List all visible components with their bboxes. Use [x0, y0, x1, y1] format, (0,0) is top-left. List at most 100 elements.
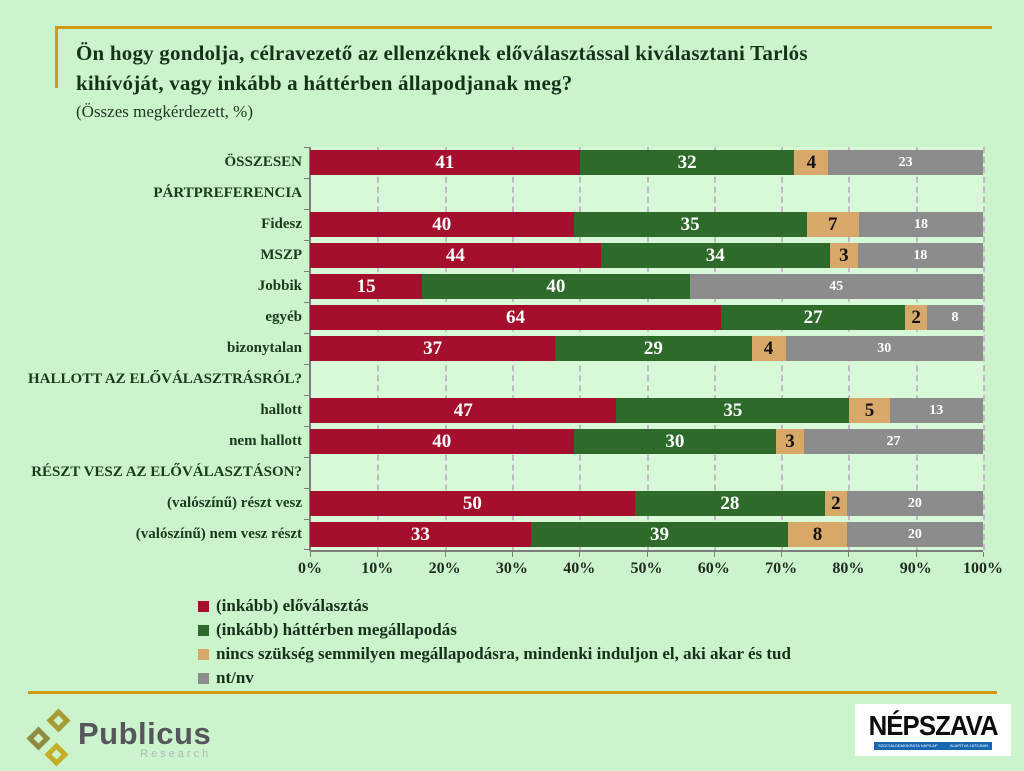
bar-segment: 7 [806, 212, 859, 237]
bar-segment: 8 [927, 305, 983, 330]
segment-value: 33 [410, 523, 430, 545]
bar-segment: 23 [828, 150, 983, 175]
bar-segment: 3 [776, 429, 804, 454]
segment-value: 7 [828, 213, 838, 235]
chart-bar-row: MSZP 44 34 3 18 [0, 240, 1024, 271]
segment-value: 3 [785, 430, 795, 452]
chart-bar-row: (valószínű) részt vesz 50 28 2 20 [0, 488, 1024, 519]
x-axis-tick-label: 80% [832, 560, 865, 577]
category-label: ÖSSZESEN [224, 154, 302, 170]
segment-value: 35 [680, 213, 700, 235]
publicus-name: Publicus [78, 716, 212, 751]
bar-segment: 2 [905, 305, 928, 330]
bar-segment: 34 [600, 243, 830, 268]
stacked-bar: 33 39 8 20 [310, 522, 983, 547]
segment-value: 5 [864, 399, 875, 421]
bar-segment: 13 [889, 398, 984, 423]
bar-segment: 30 [573, 429, 777, 454]
bar-segment: 37 [310, 336, 556, 361]
stacked-bar: 64 27 2 8 [310, 305, 983, 330]
segment-value: 8 [951, 309, 959, 325]
segment-value: 28 [720, 492, 740, 514]
publicus-subtitle: Research [140, 748, 212, 760]
x-axis-tick-label: 50% [630, 560, 663, 577]
x-axis-tick-label: 0% [298, 560, 322, 577]
bar-segment: 40 [422, 274, 690, 299]
section-header-label: HALLOTT AZ ELŐVÁLASZTRÁSRÓL? [28, 371, 302, 387]
chart-subtitle: (Összes megkérdezett, %) [76, 102, 254, 121]
x-axis-tick-label: 40% [563, 560, 596, 577]
segment-value: 30 [665, 430, 685, 452]
bar-segment: 50 [310, 491, 635, 516]
y-axis-tick [304, 395, 309, 396]
segment-value: 44 [445, 244, 465, 266]
bar-segment: 30 [785, 336, 983, 361]
y-axis-tick [304, 488, 309, 489]
x-axis-tick [848, 552, 850, 557]
x-axis-tick [511, 552, 513, 557]
segment-value: 45 [829, 278, 844, 294]
bar-segment: 8 [788, 522, 847, 547]
bar-segment: 39 [530, 522, 789, 547]
chart-bar-row: hallott 47 35 5 13 [0, 395, 1024, 426]
x-axis-tick [713, 552, 715, 557]
legend-item: (inkább) háttérben megállapodás [198, 618, 978, 642]
nepszava-wordmark: NÉPSZAVA [868, 709, 998, 741]
chart-section-header-row: RÉSZT VESZ AZ ELŐVÁLASZTÁSON? [0, 457, 1024, 488]
segment-value: 35 [723, 399, 743, 421]
segment-value: 64 [505, 306, 525, 328]
category-label: egyéb [265, 309, 302, 325]
bar-segment: 27 [803, 429, 983, 454]
segment-value: 2 [831, 492, 841, 514]
bar-segment: 18 [858, 212, 983, 237]
bar-segment: 2 [824, 491, 847, 516]
publicus-wordmark: Publicus Research [78, 716, 211, 760]
x-axis-tick [781, 552, 783, 557]
bar-segment: 35 [616, 398, 850, 423]
y-axis-tick [304, 333, 309, 334]
nepszava-logo: NÉPSZAVA SZOCIÁLDEMOKRATA NAPILAP ALAPÍT… [855, 704, 1011, 756]
bar-segment: 47 [310, 398, 617, 423]
segment-value: 39 [650, 523, 670, 545]
category-label: Jobbik [257, 278, 302, 294]
chart-section-header-row: PÁRTPREFERENCIA [0, 178, 1024, 209]
bar-segment: 4 [794, 150, 829, 175]
bar-segment: 35 [573, 212, 807, 237]
gridline-100 [983, 147, 985, 550]
segment-value: 18 [913, 247, 928, 263]
bar-segment: 29 [555, 336, 752, 361]
category-label: hallott [260, 402, 302, 418]
chart-bar-row: egyéb 64 27 2 8 [0, 302, 1024, 333]
category-label: Fidesz [261, 216, 302, 232]
segment-value: 8 [812, 523, 823, 545]
stacked-bar: 50 28 2 20 [310, 491, 983, 516]
segment-value: 15 [356, 275, 376, 297]
section-header-label: RÉSZT VESZ AZ ELŐVÁLASZTÁSON? [31, 464, 302, 480]
segment-value: 41 [435, 151, 455, 173]
bar-segment: 32 [579, 150, 795, 175]
bar-segment: 64 [310, 305, 721, 330]
category-label: nem hallott [229, 433, 302, 449]
x-axis-tick-label: 90% [899, 560, 932, 577]
stacked-bar: 15 40 45 [310, 274, 984, 299]
x-axis-tick [310, 552, 311, 557]
title-block: Ön hogy gondolja, célravezető az ellenzé… [76, 38, 996, 124]
x-axis-tick-label: 30% [495, 560, 528, 577]
segment-value: 13 [929, 402, 944, 418]
segment-value: 20 [907, 495, 922, 511]
x-axis-tick-label: 70% [765, 560, 798, 577]
section-header-label: PÁRTPREFERENCIA [153, 185, 302, 201]
legend-swatch-icon [198, 624, 209, 636]
category-label: MSZP [260, 247, 302, 263]
segment-value: 4 [763, 337, 774, 359]
legend-swatch-icon [198, 672, 209, 684]
x-axis-tick-label: 20% [428, 560, 461, 577]
chart-bar-row: bizonytalan 37 29 4 30 [0, 333, 1024, 364]
segment-value: 50 [462, 492, 482, 514]
segment-value: 32 [677, 151, 697, 173]
segment-value: 18 [913, 216, 928, 232]
y-axis-tick [304, 302, 309, 303]
nepszava-tagline-left: SZOCIÁLDEMOKRATA NAPILAP [878, 743, 938, 748]
bar-segment: 40 [310, 212, 574, 237]
y-axis-tick [304, 240, 309, 241]
